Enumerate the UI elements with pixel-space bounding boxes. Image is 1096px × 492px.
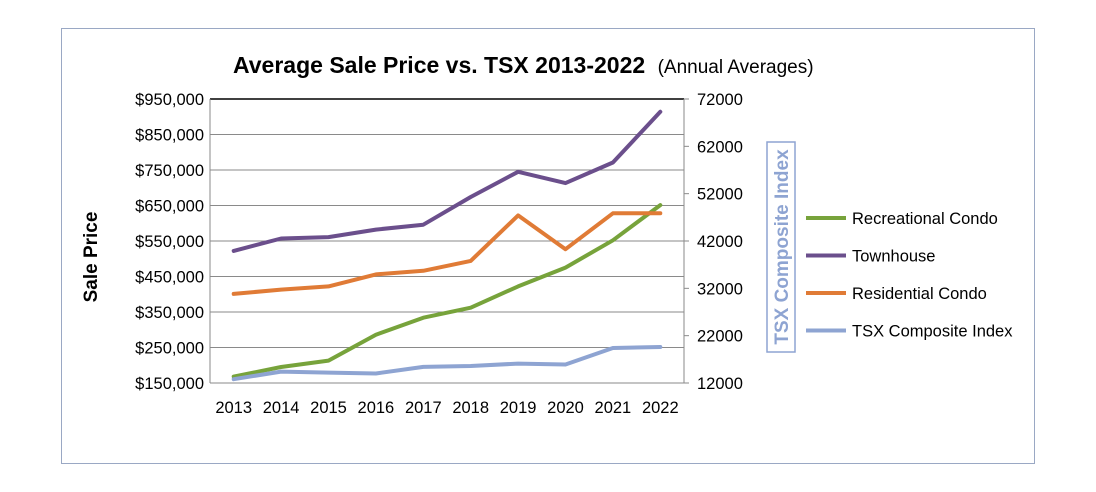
left-tick-label: $350,000 <box>135 304 204 322</box>
chart-frame: Average Sale Price vs. TSX 2013-2022 (An… <box>61 28 1035 464</box>
series-line-recreational-condo <box>231 203 663 379</box>
right-axis-title-box: TSX Composite Index <box>766 141 796 353</box>
right-tick-label: 52000 <box>697 186 743 204</box>
right-tick-label: 62000 <box>697 138 743 156</box>
plot-area: $150,000 $250,000 $350,000 $450,000 $550,000… <box>135 91 743 417</box>
x-tick-label: 2013 <box>215 399 252 417</box>
legend-label-recreational-condo: Recreational Condo <box>852 210 998 228</box>
left-axis-ticks: $150,000 $250,000 $350,000 $450,000 $550,000… <box>135 91 204 393</box>
left-tick-label: $450,000 <box>135 269 204 287</box>
right-tick-label: 42000 <box>697 233 743 251</box>
legend-label-tsx-composite-index: TSX Composite Index <box>852 323 1013 341</box>
left-tick-label: $850,000 <box>135 127 204 145</box>
series-lines <box>231 109 663 382</box>
x-tick-label: 2014 <box>263 399 300 417</box>
left-tick-label: $550,000 <box>135 233 204 251</box>
line-chart: Average Sale Price vs. TSX 2013-2022 (An… <box>81 52 1013 417</box>
right-tick-label: 32000 <box>697 280 743 298</box>
x-tick-label: 2020 <box>547 399 584 417</box>
left-tick-label: $650,000 <box>135 198 204 216</box>
chart-title: Average Sale Price vs. TSX 2013-2022 (An… <box>233 52 814 78</box>
x-tick-label: 2021 <box>595 399 632 417</box>
x-axis-ticks: 2013 2014 2015 2016 2017 2018 2019 2020 2021 2022 <box>215 399 678 417</box>
right-tick-label: 12000 <box>697 375 743 393</box>
series-line-tsx-composite-index <box>231 345 663 382</box>
legend: Recreational Condo Townhouse Residential C… <box>806 210 1013 341</box>
x-tick-label: 2022 <box>642 399 679 417</box>
left-tick-label: $150,000 <box>135 375 204 393</box>
legend-label-townhouse: Townhouse <box>852 248 935 266</box>
left-tick-label: $250,000 <box>135 340 204 358</box>
x-tick-label: 2016 <box>358 399 395 417</box>
x-tick-label: 2015 <box>310 399 347 417</box>
right-tick-label: 22000 <box>697 328 743 346</box>
chart-title-main: Average Sale Price vs. TSX 2013-2022 <box>233 52 645 78</box>
right-tick-label: 72000 <box>697 91 743 109</box>
x-tick-label: 2018 <box>452 399 489 417</box>
left-tick-label: $750,000 <box>135 162 204 180</box>
x-tick-label: 2019 <box>500 399 537 417</box>
chart-subtitle: (Annual Averages) <box>658 57 814 78</box>
series-line-townhouse <box>231 109 663 253</box>
right-axis-title: TSX Composite Index <box>772 149 793 345</box>
x-tick-label: 2017 <box>405 399 442 417</box>
left-axis-title: Sale Price <box>81 212 102 303</box>
left-tick-label: $950,000 <box>135 91 204 109</box>
legend-label-residential-condo: Residential Condo <box>852 285 987 303</box>
right-axis-ticks: 12000 22000 32000 42000 52000 62000 72000 <box>684 91 743 393</box>
series-line-residential-condo <box>231 211 663 296</box>
